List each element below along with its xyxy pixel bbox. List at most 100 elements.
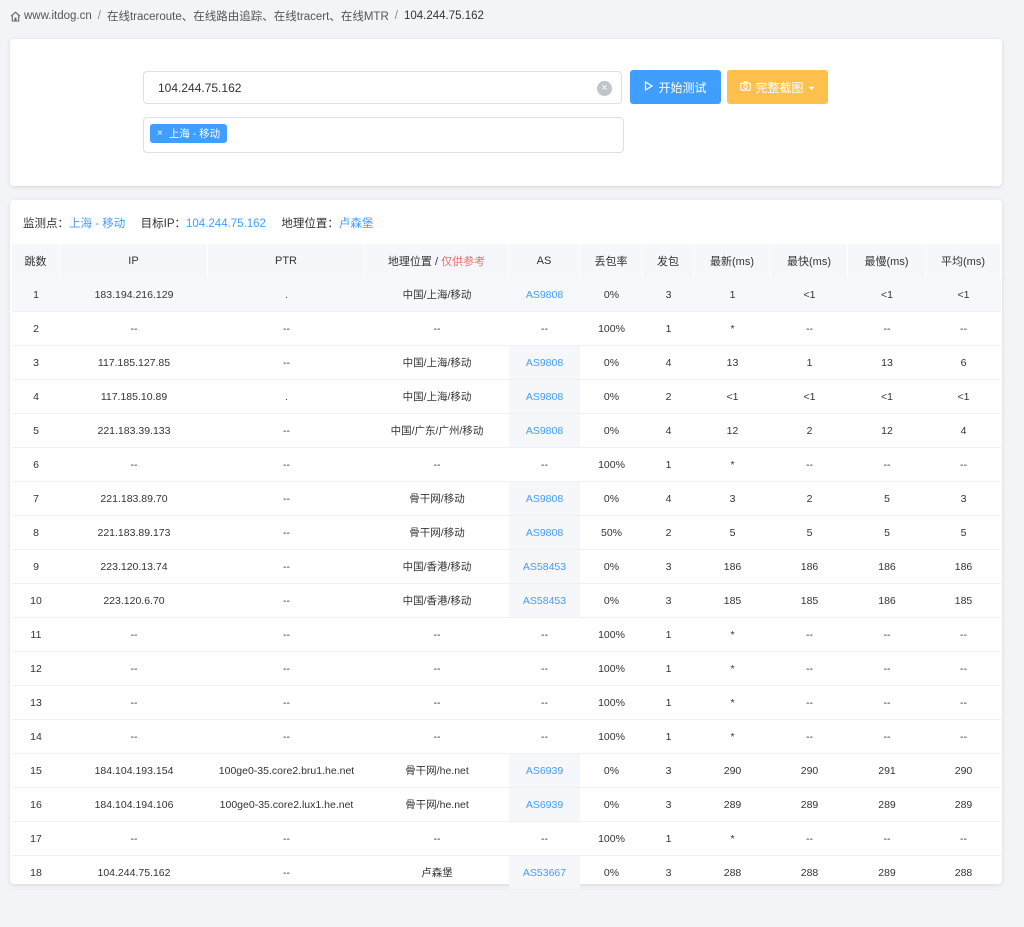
table-row: 12 -- -- -- -- 100% 1 * -- -- -- <box>12 652 1001 686</box>
cell-ptr: -- <box>208 584 365 618</box>
cell-loss: 0% <box>580 788 643 822</box>
cell-avg: -- <box>926 720 1001 754</box>
cell-as[interactable]: AS6939 <box>509 754 580 788</box>
cell-as[interactable]: AS9808 <box>509 482 580 516</box>
result-info: 监测点：上海 - 移动 目标IP：104.244.75.162 地理位置：卢森堡 <box>23 215 373 231</box>
cell-last: * <box>694 822 771 856</box>
cell-hop: 18 <box>12 856 60 890</box>
cell-ip: 184.104.194.106 <box>60 788 208 822</box>
cell-loss: 0% <box>580 278 643 312</box>
cell-as[interactable]: AS9808 <box>509 516 580 550</box>
cell-loss: 100% <box>580 720 643 754</box>
home-icon[interactable] <box>10 10 21 22</box>
cell-ip: 184.104.193.154 <box>60 754 208 788</box>
cell-as[interactable]: AS58453 <box>509 584 580 618</box>
cell-geo: -- <box>365 448 509 482</box>
screenshot-button[interactable]: 完整截图 <box>727 70 828 104</box>
cell-ip: 221.183.89.173 <box>60 516 208 550</box>
cell-last: * <box>694 448 771 482</box>
cell-geo: 骨干网/he.net <box>365 788 509 822</box>
cell-ip: 223.120.13.74 <box>60 550 208 584</box>
cell-hop: 13 <box>12 686 60 720</box>
cell-as: -- <box>509 652 580 686</box>
table-row: 18 104.244.75.162 -- 卢森堡 AS53667 0% 3 288 288 289… <box>12 856 1001 890</box>
table-row: 1 183.194.216.129. 中国/上海/移动 AS9808 0% 3 1 <1 <1 <… <box>12 278 1001 312</box>
cell-hop: 17 <box>12 822 60 856</box>
table-row: 5 221.183.39.133 -- 中国/广东/广州/移动 AS9808 0% 4 12 2… <box>12 414 1001 448</box>
cell-sent: 2 <box>643 380 694 414</box>
cell-avg: 289 <box>926 788 1001 822</box>
node-select[interactable]: × 上海 - 移动 <box>143 117 624 153</box>
cell-last: * <box>694 686 771 720</box>
cell-loss: 50% <box>580 516 643 550</box>
hops-table-body: 1 183.194.216.129. 中国/上海/移动 AS9808 0% 3 1 <1 <1 <… <box>12 278 1001 890</box>
cell-loss: 100% <box>580 448 643 482</box>
cell-best: 1 <box>771 346 848 380</box>
cell-as: -- <box>509 312 580 346</box>
cell-avg: 3 <box>926 482 1001 516</box>
cell-ip: -- <box>60 686 208 720</box>
cell-avg: 288 <box>926 856 1001 890</box>
cell-best: 290 <box>771 754 848 788</box>
cell-last: * <box>694 720 771 754</box>
node-value: 上海 - 移动 <box>69 218 126 230</box>
cell-as[interactable]: AS9808 <box>509 414 580 448</box>
cell-ip: 117.185.127.85 <box>60 346 208 380</box>
cell-hop: 3 <box>12 346 60 380</box>
table-row: 13 -- -- -- -- 100% 1 * -- -- -- <box>12 686 1001 720</box>
cell-sent: 3 <box>643 754 694 788</box>
cell-worst: -- <box>848 686 926 720</box>
cell-ip: -- <box>60 312 208 346</box>
cell-avg: 186 <box>926 550 1001 584</box>
breadcrumb-current: 104.244.75.162 <box>403 10 484 22</box>
cell-worst: -- <box>848 652 926 686</box>
cell-as[interactable]: AS9808 <box>509 278 580 312</box>
cell-sent: 3 <box>643 788 694 822</box>
cell-best: -- <box>771 686 848 720</box>
cell-last: * <box>694 652 771 686</box>
cell-loss: 0% <box>580 856 643 890</box>
ip-input[interactable] <box>143 71 622 104</box>
header-geo: 地理位置 / 仅供参考 <box>365 244 509 278</box>
cell-as[interactable]: AS6939 <box>509 788 580 822</box>
breadcrumb-section-link[interactable]: 在线traceroute、在线路由追踪、在线tracert、在线MTR <box>106 11 389 23</box>
breadcrumb-home-link[interactable]: www.itdog.cn <box>24 10 92 22</box>
cell-avg: -- <box>926 686 1001 720</box>
cell-loss: 0% <box>580 380 643 414</box>
cell-best: 5 <box>771 516 848 550</box>
table-row: 9 223.120.13.74 -- 中国/香港/移动 AS58453 0% 3 186 186… <box>12 550 1001 584</box>
cell-worst: 291 <box>848 754 926 788</box>
header-geo-note: 仅供参考 <box>441 256 486 268</box>
cell-as[interactable]: AS58453 <box>509 550 580 584</box>
cell-as: -- <box>509 618 580 652</box>
cell-ip: -- <box>60 822 208 856</box>
play-icon <box>644 80 654 94</box>
tag-close-icon[interactable]: × <box>157 128 163 139</box>
cell-ip: -- <box>60 652 208 686</box>
cell-last: 289 <box>694 788 771 822</box>
cell-hop: 6 <box>12 448 60 482</box>
cell-ip: 221.183.89.70 <box>60 482 208 516</box>
cell-as[interactable]: AS53667 <box>509 856 580 890</box>
cell-sent: 1 <box>643 720 694 754</box>
table-row: 7 221.183.89.70 -- 骨干网/移动 AS9808 0% 4 3 2 5 3 <box>12 482 1001 516</box>
cell-avg: 5 <box>926 516 1001 550</box>
cell-ptr: 100ge0-35.core2.lux1.he.net <box>208 788 365 822</box>
header-ip: IP <box>60 244 208 278</box>
cell-loss: 100% <box>580 618 643 652</box>
table-row: 2 -- -- -- -- 100% 1 * -- -- -- <box>12 312 1001 346</box>
result-card: 监测点：上海 - 移动 目标IP：104.244.75.162 地理位置：卢森堡… <box>10 200 1002 890</box>
cell-loss: 0% <box>580 550 643 584</box>
cell-geo: 卢森堡 <box>365 856 509 890</box>
cell-as[interactable]: AS9808 <box>509 380 580 414</box>
caret-down-icon <box>808 80 815 94</box>
cell-ptr: -- <box>208 312 365 346</box>
start-test-button[interactable]: 开始测试 <box>630 70 721 104</box>
cell-as[interactable]: AS9808 <box>509 346 580 380</box>
clear-icon[interactable]: × <box>597 81 612 96</box>
cell-best: 2 <box>771 414 848 448</box>
cell-sent: 4 <box>643 346 694 380</box>
table-row: 6 -- -- -- -- 100% 1 * -- -- -- <box>12 448 1001 482</box>
cell-last: <1 <box>694 380 771 414</box>
cell-worst: 5 <box>848 516 926 550</box>
